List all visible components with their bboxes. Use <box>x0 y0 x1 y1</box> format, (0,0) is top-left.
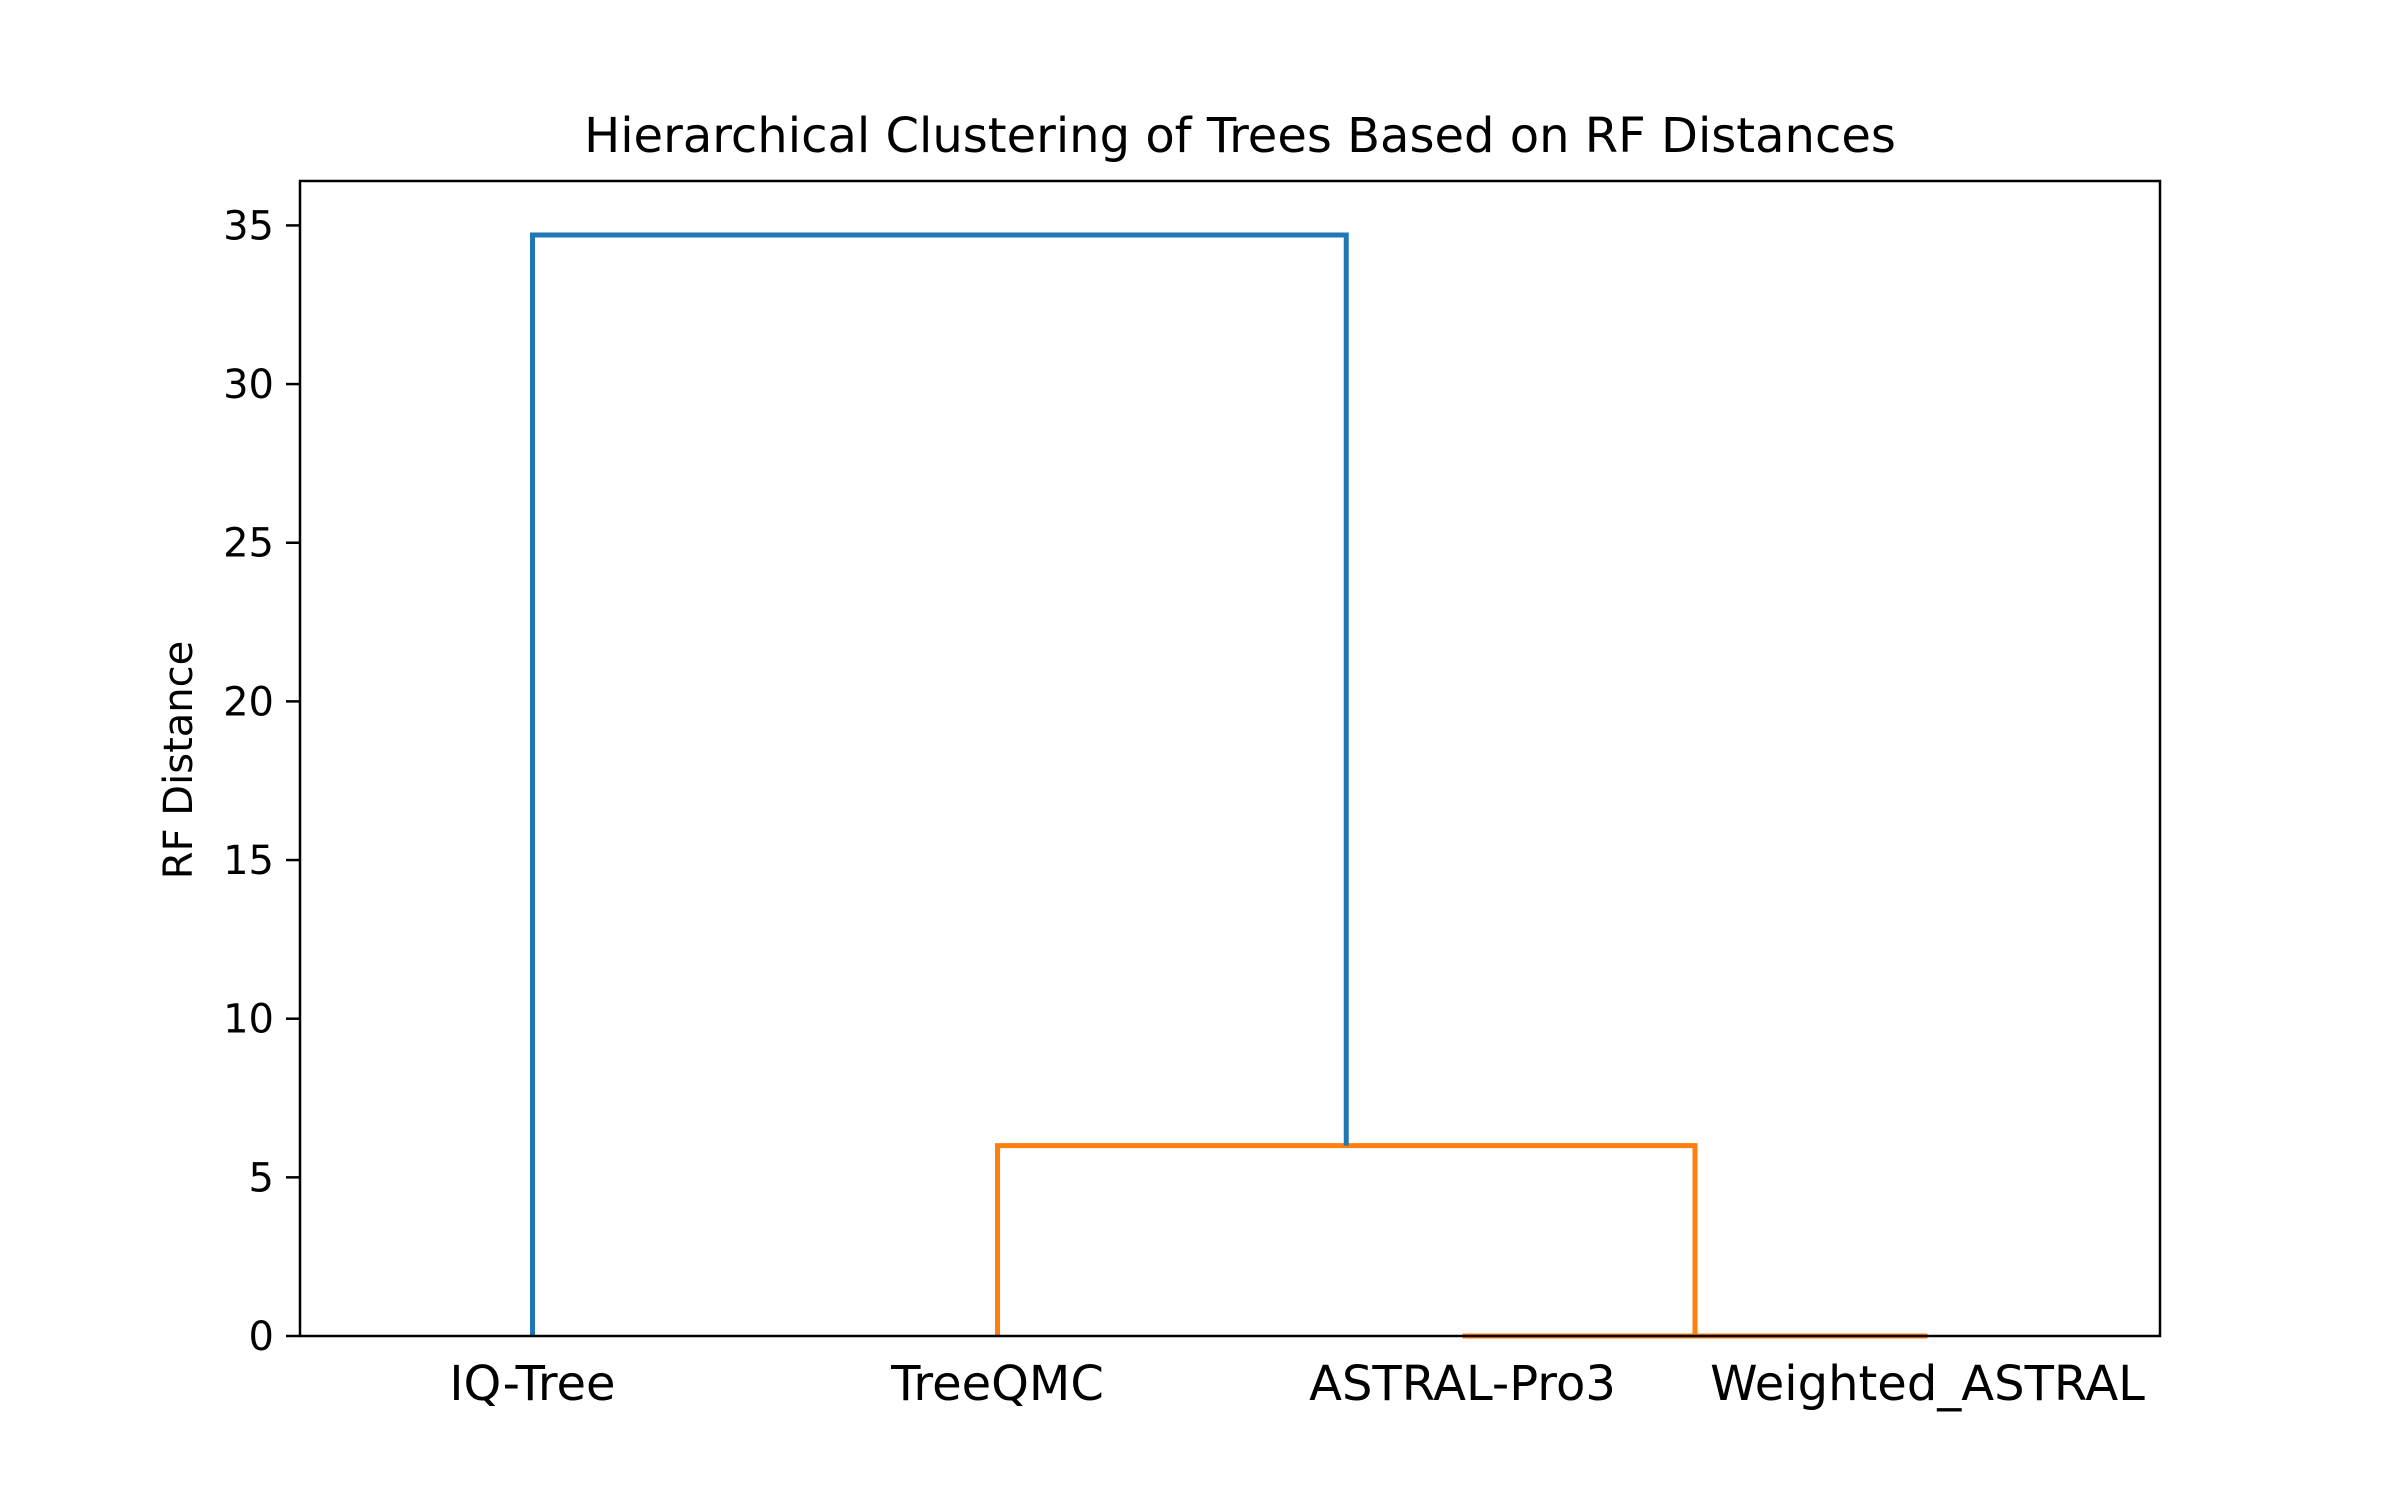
x-tick-label: ASTRAL-Pro3 <box>1309 1356 1616 1412</box>
x-tick-label: IQ-Tree <box>449 1356 615 1412</box>
y-axis-label: RF Distance <box>156 641 202 879</box>
y-tick-label: 20 <box>223 679 274 725</box>
chart-title: Hierarchical Clustering of Trees Based o… <box>584 108 1896 164</box>
y-axis: 0 5 10 15 20 25 30 35 <box>223 203 300 1360</box>
y-tick-label: 10 <box>223 997 274 1043</box>
y-tick-label: 15 <box>223 838 274 884</box>
dendrogram-links <box>530 232 1928 1339</box>
x-tick-label: TreeQMC <box>890 1356 1104 1412</box>
dendrogram-link-2 <box>995 1143 1698 1336</box>
y-tick-label: 30 <box>223 362 274 408</box>
plot-frame <box>298 179 2162 1338</box>
y-tick-label: 25 <box>223 521 274 567</box>
y-tick-label: 5 <box>249 1155 274 1201</box>
y-tick-label: 0 <box>249 1314 274 1360</box>
x-tick-label: Weighted_ASTRAL <box>1710 1356 2145 1412</box>
dendrogram-link-3 <box>530 232 1349 1336</box>
y-tick-label: 35 <box>223 203 274 249</box>
x-axis: IQ-Tree TreeQMC ASTRAL-Pro3 Weighted_ASTRAL <box>449 1356 2145 1412</box>
